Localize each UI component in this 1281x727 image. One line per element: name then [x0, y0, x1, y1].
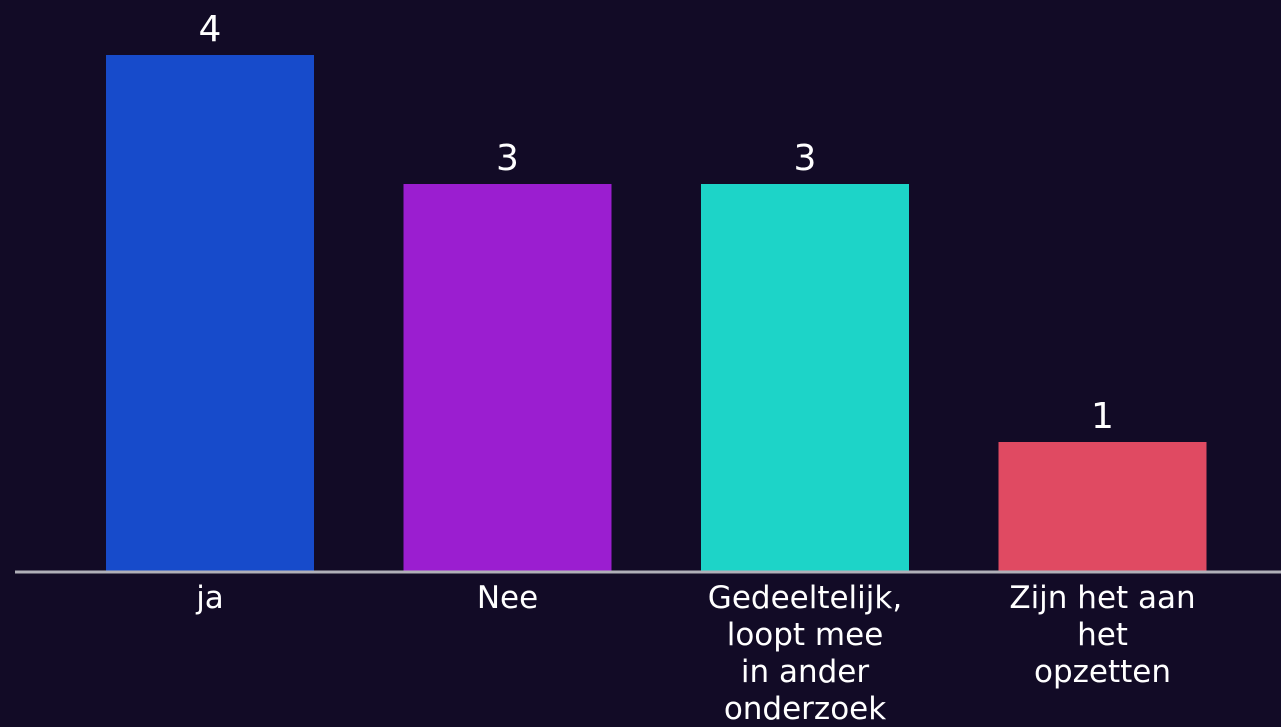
category-label-line: Zijn het aan	[1009, 580, 1195, 616]
category-label-line: Nee	[477, 580, 538, 616]
category-label: Zijn het aan het opzetten	[1009, 580, 1195, 690]
bar-4	[998, 442, 1207, 571]
category-label-line: het	[1077, 617, 1128, 653]
bar-3	[701, 184, 909, 571]
bar-value-label: 3	[496, 138, 519, 179]
category-label-line: loopt mee	[727, 617, 884, 653]
bar-value-label: 4	[199, 9, 222, 50]
bar-value-label: 3	[794, 138, 817, 179]
bar-value-label: 1	[1091, 396, 1114, 437]
category-labels-layer: ja Nee Gedeeltelijk, loopt mee in ander onder…	[195, 580, 1195, 727]
category-label: Gedeeltelijk, loopt mee in ander onderzoek	[708, 580, 902, 727]
category-label-line: Gedeeltelijk,	[708, 580, 902, 616]
bar-2	[403, 184, 612, 571]
category-label-line: opzetten	[1034, 654, 1171, 690]
value-labels-layer: 4 3 3 1	[199, 9, 1114, 437]
bars-layer	[106, 55, 1207, 571]
category-label: ja	[195, 580, 224, 616]
category-label: Nee	[477, 580, 538, 616]
category-label-line: ja	[195, 580, 224, 616]
category-label-line: in ander	[741, 654, 870, 690]
category-label-line: onderzoek	[724, 691, 886, 727]
bar-1	[106, 55, 314, 571]
